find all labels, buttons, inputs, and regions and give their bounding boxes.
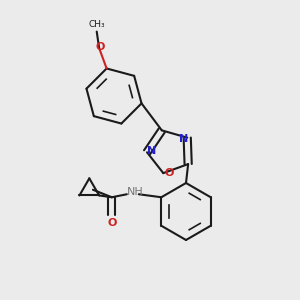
- Text: O: O: [95, 43, 104, 52]
- Text: O: O: [164, 168, 173, 178]
- Text: NH: NH: [127, 187, 143, 197]
- Text: O: O: [107, 218, 116, 228]
- Text: N: N: [179, 134, 188, 144]
- Text: N: N: [147, 146, 156, 156]
- Text: CH₃: CH₃: [88, 20, 105, 29]
